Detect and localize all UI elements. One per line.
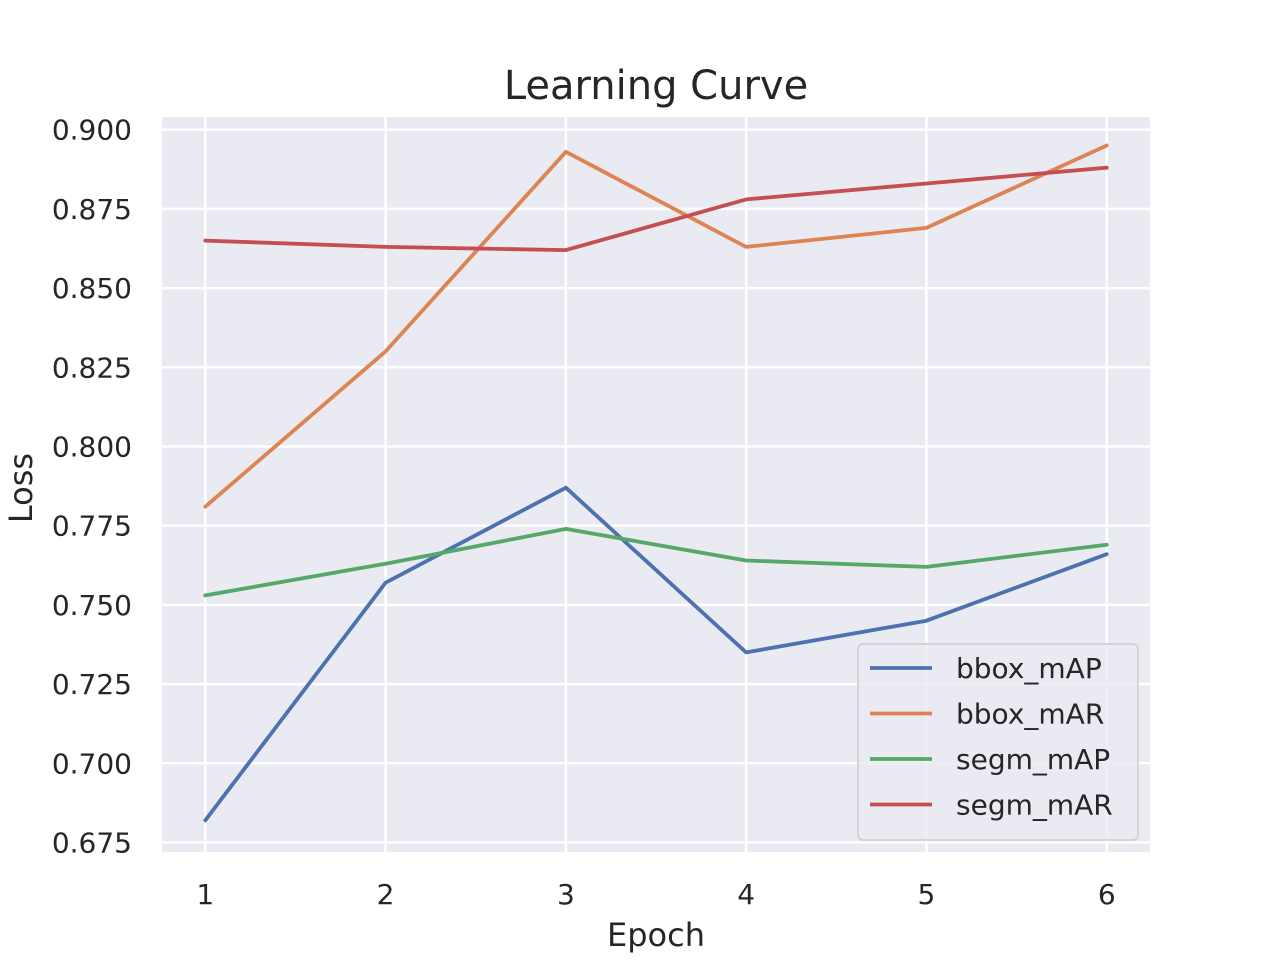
y-tick-label: 0.750 [52,589,132,622]
chart-title: Learning Curve [504,63,808,109]
legend-label: bbox_mAR [956,698,1104,731]
y-tick-label: 0.725 [52,668,132,701]
y-tick-label: 0.875 [52,193,132,226]
x-axis-label: Epoch [607,916,705,954]
y-tick-label: 0.825 [52,351,132,384]
y-tick-label: 0.675 [52,826,132,859]
series-line-bbox-mAP [203,485,1109,823]
series-lines [203,143,1109,823]
y-tick-label: 0.900 [52,114,132,147]
y-tick-label: 0.775 [52,510,132,543]
x-tick-label: 1 [196,878,214,911]
y-axis-label: Loss [2,453,40,523]
series-line-bbox-mAR [203,143,1109,509]
x-tick-label: 3 [557,878,575,911]
x-tick-label: 2 [377,878,395,911]
legend-label: segm_mAP [956,743,1110,776]
x-tick-label: 6 [1098,878,1116,911]
legend-label: segm_mAR [956,789,1113,822]
x-tick-labels: 1 2 3 4 5 6 [196,878,1115,911]
x-tick-label: 5 [918,878,936,911]
y-tick-label: 0.700 [52,747,132,780]
grid [162,117,1150,852]
y-tick-labels: 0.675 0.700 0.725 0.750 0.775 0.800 0.825 0.850… [52,114,132,860]
y-tick-label: 0.800 [52,430,132,463]
legend-box [857,643,1139,841]
y-tick-label: 0.850 [52,272,132,305]
series-line-segm-mAP [203,527,1109,598]
legend: bbox_mAP bbox_mAR segm_mAP segm_mAR [857,643,1139,841]
series-line-segm-mAR [203,165,1109,253]
x-tick-label: 4 [737,878,755,911]
legend-label: bbox_mAP [956,652,1102,685]
